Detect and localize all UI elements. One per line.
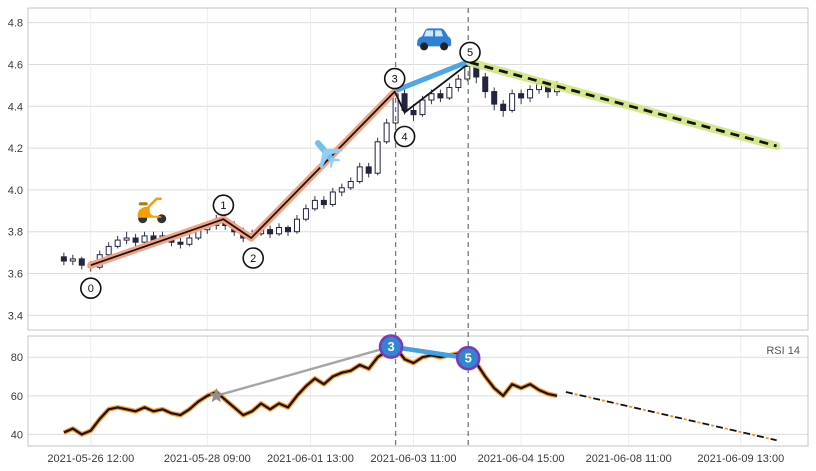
wave-label-4: 4 xyxy=(393,125,416,148)
svg-text:0: 0 xyxy=(88,283,94,295)
wave-label-0: 0 xyxy=(80,277,102,300)
price-panel-border xyxy=(27,7,809,331)
scooter-icon xyxy=(137,197,167,224)
svg-text:1: 1 xyxy=(220,200,226,212)
star-marker xyxy=(208,387,224,403)
svg-text:2021-06-04 15:00: 2021-06-04 15:00 xyxy=(478,453,565,465)
svg-text:2021-05-28 09:00: 2021-05-28 09:00 xyxy=(164,453,251,465)
price-axis-labels: 3.4 3.6 3.8 4.0 4.2 4.4 4.6 4.8 xyxy=(8,18,23,323)
rsi-axis-labels: 40 60 80 xyxy=(11,352,23,441)
wave-label-5: 5 xyxy=(459,41,481,64)
wave-label-1: 1 xyxy=(212,194,235,216)
svg-text:2021-06-03 11:00: 2021-06-03 11:00 xyxy=(370,453,456,465)
rsi-projection xyxy=(565,391,777,442)
svg-text:3.8: 3.8 xyxy=(8,227,23,239)
rsi-period-label: RSI 14 xyxy=(766,345,800,357)
x-axis-labels: 2021-05-26 12:00 2021-05-28 09:00 2021-06-… xyxy=(47,453,784,465)
svg-text:4.2: 4.2 xyxy=(8,143,23,155)
rsi-blue-line xyxy=(388,344,471,361)
rsi-gray-line xyxy=(208,345,392,403)
svg-text:4.8: 4.8 xyxy=(8,18,23,30)
svg-text:4.0: 4.0 xyxy=(8,185,23,197)
svg-text:3: 3 xyxy=(387,339,394,354)
gridlines xyxy=(28,8,808,446)
svg-text:40: 40 xyxy=(11,429,23,441)
svg-text:4.6: 4.6 xyxy=(8,60,23,72)
svg-text:2: 2 xyxy=(250,253,256,265)
svg-text:4: 4 xyxy=(402,131,408,143)
car-icon xyxy=(417,28,452,51)
svg-text:5: 5 xyxy=(465,350,472,365)
wave-labels: 0 1 2 3 4 5 xyxy=(80,41,481,300)
rsi-marker-5: 5 xyxy=(455,345,481,371)
svg-text:4.4: 4.4 xyxy=(8,101,23,113)
blue-trend-line xyxy=(395,58,472,92)
rsi-panel-border xyxy=(27,335,809,447)
svg-text:2021-06-01 13:00: 2021-06-01 13:00 xyxy=(267,453,354,465)
wave-projection xyxy=(466,58,781,150)
rsi-marker-3: 3 xyxy=(378,334,404,359)
svg-text:80: 80 xyxy=(11,352,23,364)
svg-text:3.6: 3.6 xyxy=(8,269,23,281)
svg-text:3: 3 xyxy=(392,73,398,85)
svg-text:3.4: 3.4 xyxy=(8,310,23,322)
svg-text:5: 5 xyxy=(467,47,473,59)
svg-text:2021-06-08 11:00: 2021-06-08 11:00 xyxy=(586,453,672,465)
svg-text:60: 60 xyxy=(11,391,23,403)
svg-text:2021-05-26 12:00: 2021-05-26 12:00 xyxy=(47,453,134,465)
svg-text:2021-06-09 13:00: 2021-06-09 13:00 xyxy=(697,453,784,465)
airplane-icon xyxy=(314,140,343,169)
wave-label-3: 3 xyxy=(383,67,406,90)
wave-label-2: 2 xyxy=(242,247,264,269)
